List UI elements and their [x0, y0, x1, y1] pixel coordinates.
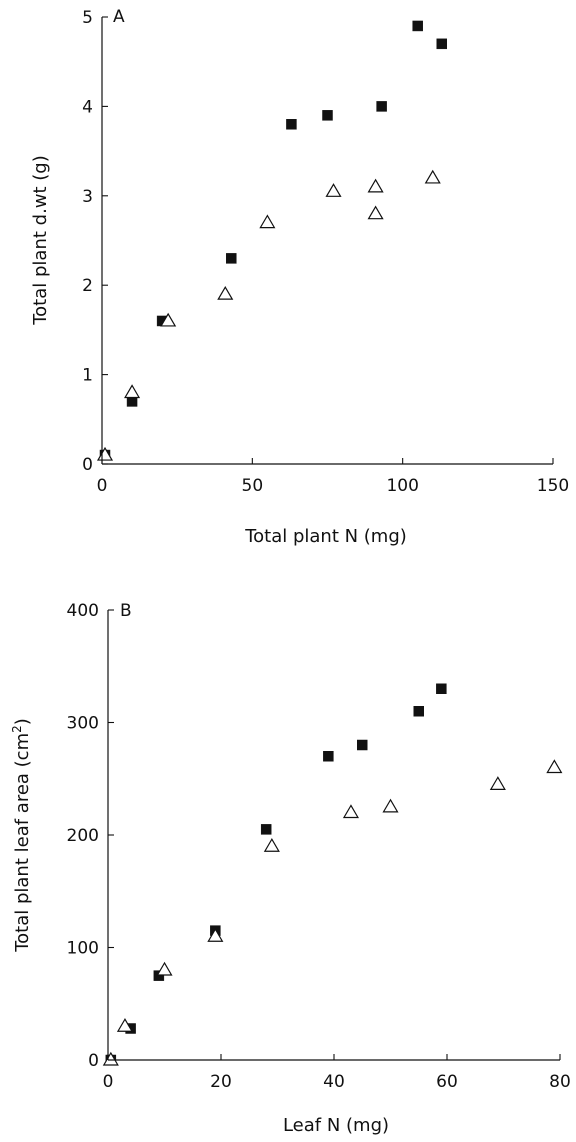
panel-a-y-tick-label: 5: [82, 8, 93, 28]
panel-a-y-tick-label: 1: [82, 366, 93, 386]
panel-a-y-tick-label: 4: [82, 97, 93, 117]
panel-a-triangle-point: [325, 183, 342, 197]
panel-b-triangle-point: [207, 928, 224, 942]
panel-b-x-tick-label: 20: [210, 1072, 232, 1092]
panel-a-plot: A Total plant N (mg) Total plant d.wt (g…: [30, 7, 569, 547]
panel-b-square-point: [260, 824, 272, 835]
panel-a-square-point: [286, 119, 297, 130]
panel-b-triangle-point: [102, 1051, 119, 1066]
panel-b-plot: B Leaf N (mg) Total plant leaf area (cm2…: [10, 601, 571, 1136]
panel-b-y-axis-title-main: Total plant leaf area (cm: [12, 733, 33, 953]
panel-b-y-tick-label: 0: [88, 1051, 99, 1071]
panel-a-marks: [96, 20, 448, 461]
panel-a-y-tick-label: 3: [82, 187, 93, 207]
panel-a-square-point: [322, 110, 333, 121]
panel-a-x-tick-label: 50: [242, 476, 264, 496]
panel-a-x-tick-label: 100: [386, 476, 418, 496]
panel-b-triangle-point: [156, 961, 173, 976]
panel-b-x-tick-label: 60: [436, 1072, 458, 1092]
panel-b-triangle-point: [546, 759, 563, 774]
panel-b-square-point: [413, 706, 424, 717]
panel-b-square-point: [436, 683, 447, 694]
panel-b-triangle-point: [116, 1018, 133, 1032]
panel-a-square-point: [436, 38, 448, 50]
panel-a-ticks: 0 50 100 150 0 1 2 3 4 5: [82, 8, 569, 496]
panel-a-y-axis-title: Total plant d.wt (g): [30, 155, 51, 326]
panel-b-y-axis-title: Total plant leaf area (cm2): [10, 718, 33, 953]
panel-a-letter: A: [113, 7, 125, 27]
panel-b-y-axis-title-suffix: ): [12, 718, 33, 725]
panel-b-square-point: [323, 751, 334, 762]
panel-b-triangle-point: [382, 798, 399, 813]
panel-a-triangle-point: [259, 214, 276, 229]
panel-a-triangle-point: [424, 169, 441, 184]
panel-a-x-tick-label: 150: [537, 476, 569, 496]
panel-a-triangle-point: [160, 312, 177, 327]
panel-b-y-tick-label: 100: [67, 939, 99, 959]
panel-b-marks: [102, 683, 563, 1066]
panel-b-triangle-point: [342, 804, 359, 819]
panel-b-y-tick-label: 300: [67, 714, 99, 734]
panel-a-triangle-point: [124, 384, 141, 399]
panel-b-x-tick-label: 0: [103, 1072, 114, 1092]
panel-b-x-tick-label: 80: [549, 1072, 571, 1092]
panel-a-y-tick-label: 2: [82, 276, 93, 296]
panel-b-y-tick-label: 400: [67, 601, 99, 621]
panel-a-x-tick-label: 0: [97, 476, 108, 496]
panel-a-triangle-point: [367, 205, 384, 220]
panel-b-x-tick-label: 40: [323, 1072, 345, 1092]
panel-b-triangle-point: [489, 776, 506, 790]
panel-a-square-point: [226, 253, 237, 264]
panel-b-x-axis-title: Leaf N (mg): [283, 1115, 389, 1136]
panel-a-y-tick-label: 0: [82, 455, 93, 475]
panel-a-square-point: [412, 20, 423, 32]
panel-b-triangle-point: [263, 838, 280, 852]
panel-b-ticks: 0 20 40 60 80 0 100 200 300 400: [67, 601, 571, 1092]
panel-a-triangle-point: [217, 285, 234, 300]
panel-a-square-point: [376, 101, 387, 112]
panel-b-square-point: [153, 970, 165, 981]
panel-b-square-point: [357, 739, 368, 751]
panel-a-triangle-point: [367, 178, 384, 193]
panel-b-y-axis-title-superscript: 2: [10, 725, 24, 733]
panel-a-x-axis-title: Total plant N (mg): [244, 526, 407, 547]
panel-b-y-tick-label: 200: [67, 826, 99, 846]
panel-b-letter: B: [120, 601, 132, 621]
